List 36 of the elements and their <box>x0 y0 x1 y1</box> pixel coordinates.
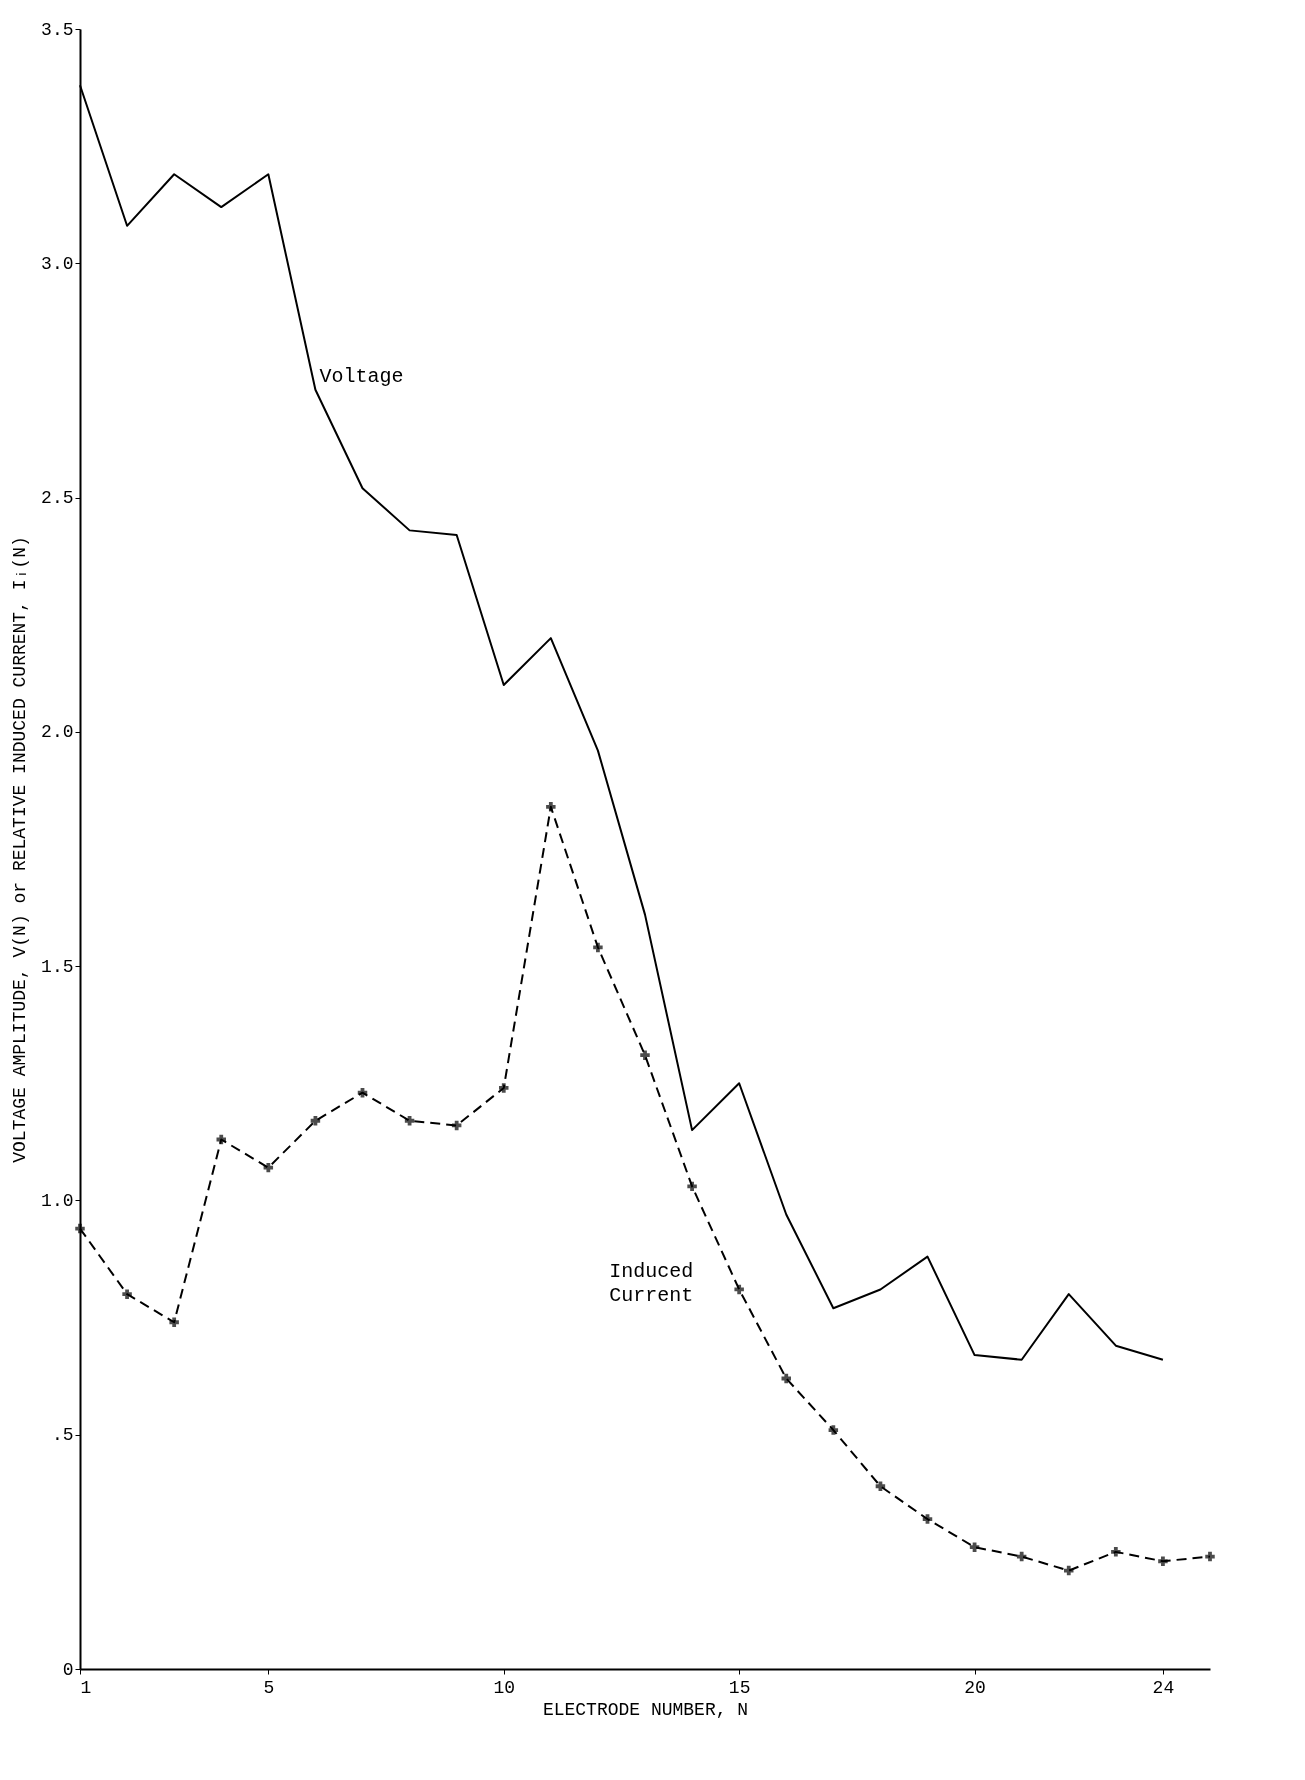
point <box>169 1317 179 1327</box>
point <box>1111 1547 1121 1557</box>
point <box>546 802 556 812</box>
series-label: Induced Current <box>609 1260 694 1308</box>
point <box>310 1116 321 1126</box>
x-tick-label: 5 <box>263 1677 275 1698</box>
x-tick-label: 24 <box>1152 1677 1175 1698</box>
y-tick-label: 3.0 <box>41 253 74 274</box>
point <box>687 1181 697 1192</box>
point <box>122 1289 132 1299</box>
point <box>263 1162 274 1173</box>
point <box>499 1083 509 1093</box>
x-axis-title: ELECTRODE NUMBER, N <box>542 1699 749 1720</box>
y-tick-label: 1.5 <box>41 956 74 977</box>
point <box>404 1116 415 1126</box>
y-tick-label: 2.0 <box>41 722 74 743</box>
point <box>734 1284 744 1295</box>
x-tick-label: 15 <box>728 1677 751 1698</box>
point <box>75 1223 85 1234</box>
point <box>640 1050 650 1060</box>
x-tick-label: 1 <box>80 1677 92 1698</box>
point <box>1158 1556 1168 1566</box>
y-axis-title: VOLTAGE AMPLITUDE, V(N) or RELATIVE INDUCED CURRENT, Iᵢ(N) <box>10 536 31 1163</box>
series-label: Voltage <box>319 364 404 388</box>
y-tick-label: .5 <box>51 1425 74 1446</box>
y-tick-label: 1.0 <box>41 1190 74 1211</box>
point <box>969 1542 980 1552</box>
point <box>922 1514 933 1524</box>
point <box>1205 1551 1215 1562</box>
point <box>828 1425 839 1435</box>
y-tick-label: 3.5 <box>41 19 74 40</box>
x-tick-label: 10 <box>493 1677 516 1698</box>
y-tick-label: 2.5 <box>41 488 74 509</box>
point <box>593 942 603 953</box>
y-tick-label: 0 <box>62 1659 74 1680</box>
x-tick-label: 20 <box>964 1677 986 1698</box>
